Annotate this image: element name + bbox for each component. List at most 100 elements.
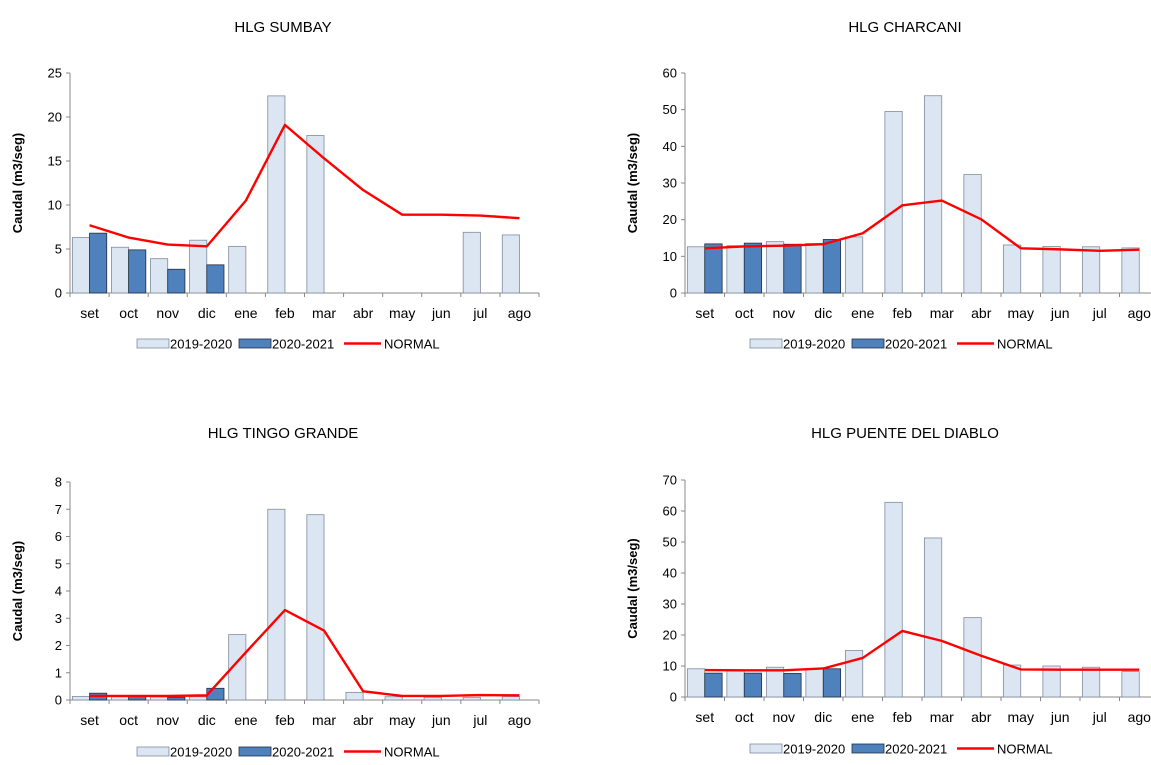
legend-label-2019-2020: 2019-2020 <box>170 337 232 352</box>
bar-2019-2020 <box>1042 246 1061 294</box>
bar-2020-2021 <box>704 243 723 294</box>
bar-2019-2020 <box>462 696 481 701</box>
bar-2019-2020 <box>501 696 520 701</box>
x-tick-label: oct <box>735 305 754 321</box>
y-axis-label: Caudal (m3/seg) <box>625 538 640 638</box>
y-tick-label: 30 <box>663 176 677 191</box>
x-tick-label: may <box>1008 305 1034 321</box>
chart-title: HLG SUMBAY <box>234 19 331 36</box>
y-tick-label: 10 <box>48 198 62 213</box>
bar-2020-2021 <box>128 249 147 294</box>
x-tick-label: nov <box>156 712 179 728</box>
x-tick-label: feb <box>275 305 295 321</box>
x-tick-label: abr <box>353 712 374 728</box>
y-axis-label: Caudal (m3/seg) <box>625 133 640 233</box>
bar-2020-2021 <box>206 264 225 294</box>
bar-2019-2020 <box>111 696 130 701</box>
bar-2019-2020 <box>963 617 982 698</box>
legend: 2019-2020 2020-2021 NORMAL <box>749 337 1053 352</box>
y-tick-label: 0 <box>55 693 62 708</box>
x-tick-label: set <box>695 305 714 321</box>
x-tick-label: jul <box>472 712 487 728</box>
y-tick-label: 60 <box>663 66 677 81</box>
bar-2019-2020 <box>765 666 785 698</box>
bar-2019-2020 <box>228 245 247 294</box>
chart-panel: HLG TINGO GRANDE Caudal (m3/seg) 0 1 2 3 4 5 6 7 8… <box>10 425 540 760</box>
bar-2019-2020 <box>267 508 286 701</box>
y-tick-label: 50 <box>663 102 677 117</box>
x-tick-label: ene <box>234 305 258 321</box>
y-tick-label: 6 <box>55 529 62 544</box>
x-tick-label: feb <box>893 709 913 725</box>
x-tick-label: mar <box>930 305 954 321</box>
bar-2019-2020 <box>765 241 785 294</box>
bar-2020-2021 <box>89 232 108 294</box>
legend-label-2019-2020: 2019-2020 <box>170 745 232 760</box>
y-tick-label: 20 <box>48 110 62 125</box>
y-axis-label: Caudal (m3/seg) <box>10 133 25 233</box>
x-tick-label: nov <box>156 305 179 321</box>
y-tick-label: 1 <box>55 665 62 680</box>
bar-2019-2020 <box>501 234 520 294</box>
x-tick-label: dic <box>198 712 216 728</box>
bar-2019-2020 <box>462 231 481 294</box>
bar-2020-2021 <box>783 243 802 294</box>
bar-2019-2020 <box>189 696 208 701</box>
x-tick-label: ene <box>851 305 875 321</box>
x-tick-label: jun <box>1050 305 1070 321</box>
legend-label-2020-2021: 2020-2021 <box>272 337 334 352</box>
x-tick-label: jun <box>431 712 451 728</box>
legend-swatch-2019-2020 <box>136 746 170 757</box>
y-tick-label: 5 <box>55 242 62 257</box>
legend-label-normal: NORMAL <box>384 337 440 352</box>
x-tick-label: dic <box>198 305 216 321</box>
bar-2019-2020 <box>686 668 706 698</box>
bar-2019-2020 <box>384 696 403 701</box>
x-tick-label: feb <box>275 712 295 728</box>
x-tick-label: set <box>80 712 99 728</box>
bar-2019-2020 <box>423 696 442 701</box>
x-tick-label: dic <box>814 305 832 321</box>
bar-2020-2021 <box>128 696 147 701</box>
x-tick-label: jul <box>1092 709 1107 725</box>
bar-2019-2020 <box>1081 666 1101 698</box>
x-tick-label: mar <box>312 305 336 321</box>
legend-label-2020-2021: 2020-2021 <box>272 745 334 760</box>
legend-label-2019-2020: 2019-2020 <box>783 337 845 352</box>
legend-label-normal: NORMAL <box>997 742 1053 757</box>
legend-swatch-2020-2021 <box>238 338 272 349</box>
bar-2019-2020 <box>884 501 903 698</box>
y-tick-label: 2 <box>55 638 62 653</box>
bar-2019-2020 <box>150 696 169 701</box>
bar-2019-2020 <box>726 669 745 698</box>
legend-swatch-2020-2021 <box>851 743 885 754</box>
legend-label-normal: NORMAL <box>997 337 1053 352</box>
legend: 2019-2020 2020-2021 NORMAL <box>136 745 440 760</box>
chart-title: HLG CHARCANI <box>848 19 961 36</box>
bar-2019-2020 <box>71 237 90 294</box>
y-tick-label: 20 <box>663 212 677 227</box>
bar-2019-2020 <box>844 236 864 294</box>
chart-title: HLG TINGO GRANDE <box>208 425 359 442</box>
y-tick-label: 40 <box>663 566 677 581</box>
y-tick-label: 3 <box>55 611 62 626</box>
y-axis-label: Caudal (m3/seg) <box>10 541 25 641</box>
legend-label-normal: NORMAL <box>384 745 440 760</box>
bar-2019-2020 <box>1121 671 1140 698</box>
normal-line <box>89 608 520 698</box>
chart-title: HLG PUENTE DEL DIABLO <box>811 425 999 442</box>
x-tick-label: jun <box>431 305 451 321</box>
bar-2019-2020 <box>963 174 982 294</box>
y-tick-label: 15 <box>48 154 62 169</box>
legend: 2019-2020 2020-2021 NORMAL <box>136 337 440 352</box>
bar-2019-2020 <box>884 111 903 294</box>
x-tick-label: mar <box>930 709 954 725</box>
x-tick-label: ago <box>1128 305 1151 321</box>
bar-2019-2020 <box>1121 247 1140 294</box>
y-tick-label: 60 <box>663 504 677 519</box>
x-tick-label: may <box>389 712 415 728</box>
bar-2019-2020 <box>267 95 286 294</box>
bar-2019-2020 <box>1042 665 1061 698</box>
legend: 2019-2020 2020-2021 NORMAL <box>749 742 1053 757</box>
legend-swatch-2020-2021 <box>851 338 885 349</box>
